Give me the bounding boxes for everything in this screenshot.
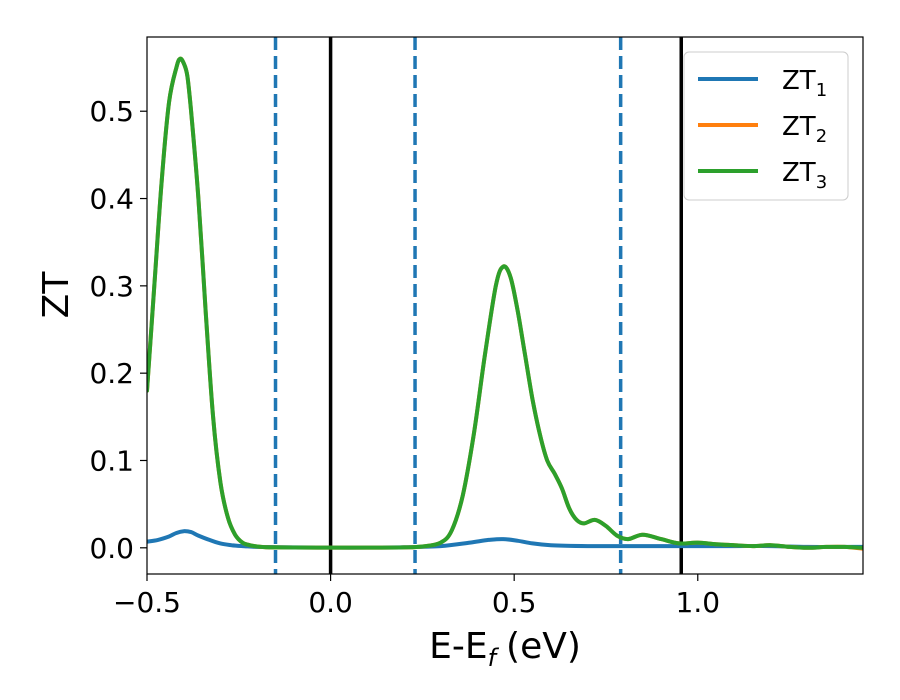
series-layer <box>147 56 863 551</box>
legend-label-zt1: ZT1 <box>782 66 827 101</box>
x-tick-label: −0.5 <box>113 586 181 619</box>
x-tick-label: 1.0 <box>676 586 721 619</box>
x-axis-label: E-Ef (eV) <box>429 626 581 672</box>
y-axis: 0.0 0.1 0.2 0.3 0.4 0.5 <box>89 95 147 565</box>
plot-frame <box>146 36 864 575</box>
y-tick-label: 0.5 <box>89 95 134 128</box>
reference-lines <box>273 37 683 574</box>
y-tick-label: 0.0 <box>89 532 134 565</box>
x-axis-label-main: E-E <box>429 626 487 667</box>
legend-box <box>683 51 849 201</box>
x-axis-label-unit: (eV) <box>506 626 581 667</box>
series-line-zt3 <box>147 56 863 550</box>
x-axis: −0.5 0.0 0.5 1.0 <box>113 574 720 619</box>
legend-label-zt3: ZT3 <box>782 158 827 193</box>
legend-label-zt2: ZT2 <box>782 112 827 147</box>
y-tick-label: 0.3 <box>89 270 134 303</box>
y-tick-label: 0.4 <box>89 183 134 216</box>
x-tick-label: 0.5 <box>492 586 537 619</box>
x-axis-label-sub: f <box>488 644 500 672</box>
y-tick-label: 0.2 <box>89 357 134 390</box>
x-tick-label: 0.0 <box>308 586 353 619</box>
y-tick-label: 0.1 <box>89 444 134 477</box>
y-axis-label: ZT <box>36 271 77 319</box>
legend: ZT1 ZT2 ZT3 <box>683 51 849 201</box>
